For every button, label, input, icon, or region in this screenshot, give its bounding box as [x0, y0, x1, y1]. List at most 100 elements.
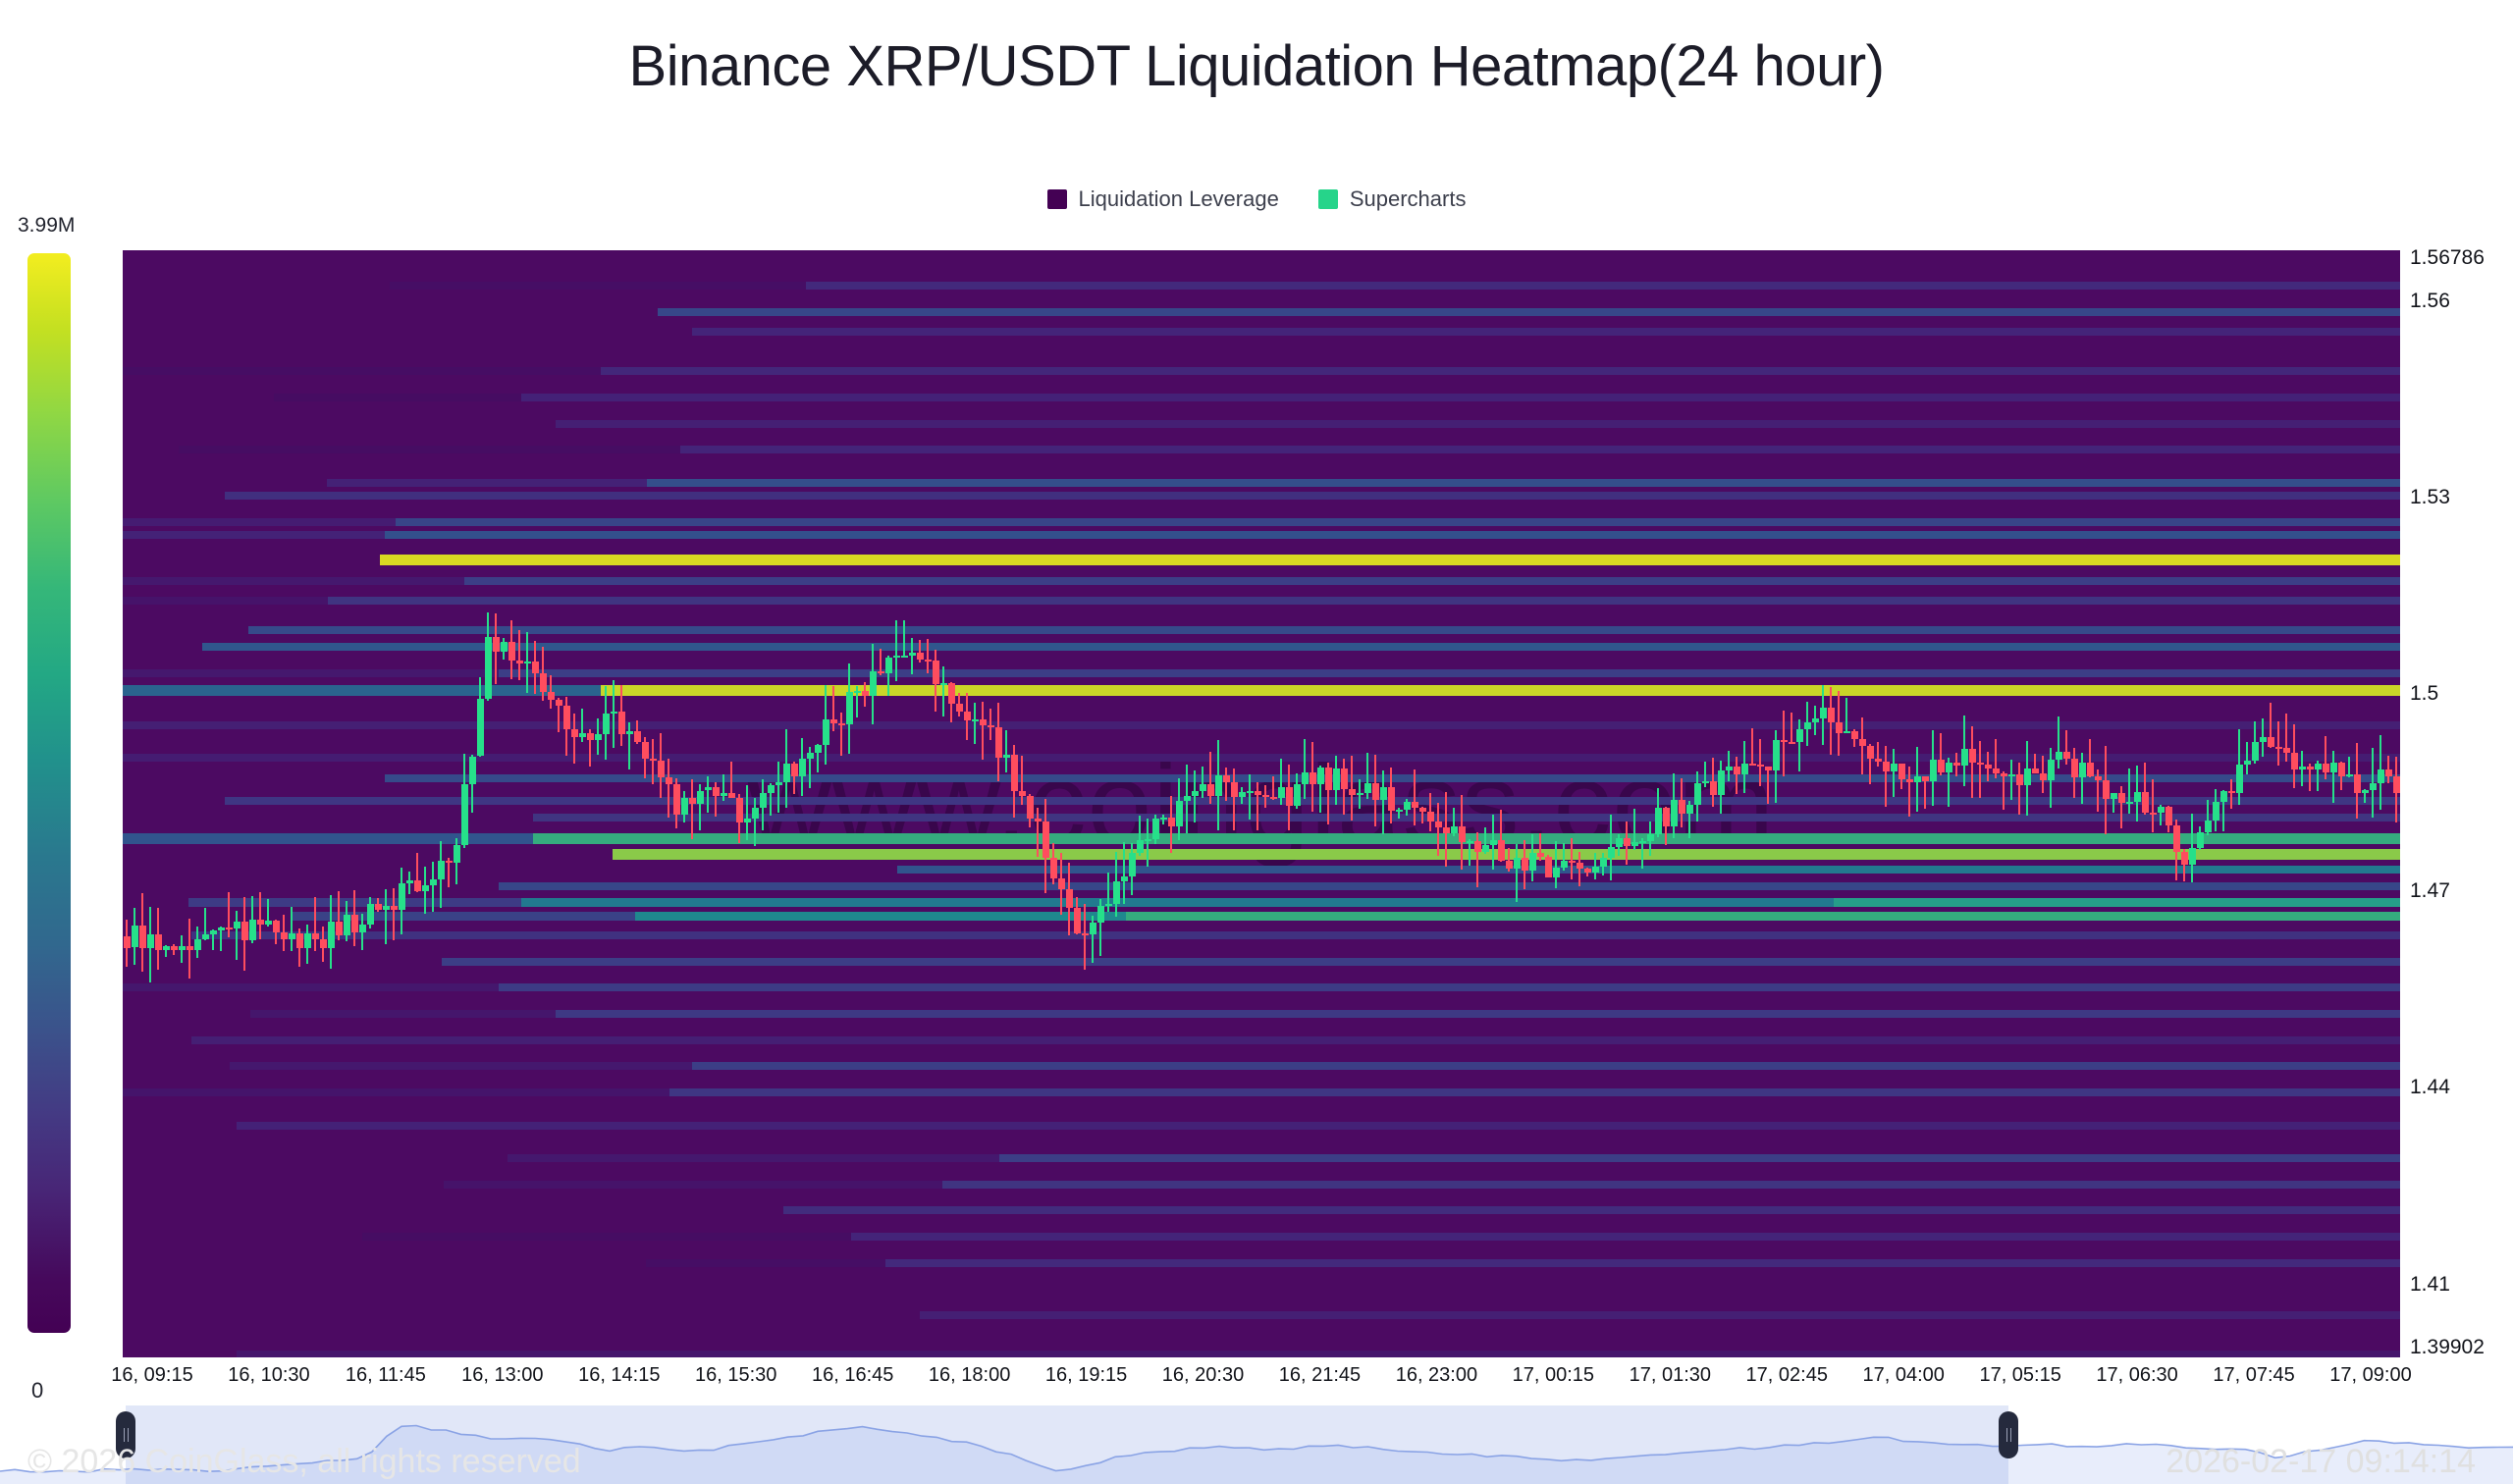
candle-body — [1780, 740, 1788, 743]
candle-wick — [1767, 767, 1769, 804]
candle-body — [170, 946, 178, 950]
time-axis-tick: 16, 13:00 — [461, 1364, 544, 1386]
minimap-selection-region[interactable] — [126, 1405, 2008, 1484]
candle-body — [578, 732, 586, 738]
candle-wick — [982, 702, 984, 761]
candle-wick — [927, 638, 929, 673]
candle-wick — [2387, 756, 2389, 783]
candle-body — [971, 718, 979, 721]
candle-wick — [2058, 716, 2059, 769]
minimap-handle-left[interactable] — [116, 1411, 135, 1458]
candle-body — [680, 797, 688, 816]
candle-wick — [1139, 816, 1141, 857]
candle-wick — [1202, 767, 1203, 798]
candle-body — [1136, 839, 1144, 853]
candle-wick — [1791, 712, 1792, 743]
candle-wick — [754, 797, 756, 846]
candle-body — [963, 711, 971, 720]
candle-body — [1481, 845, 1489, 853]
candle-body — [2369, 783, 2377, 791]
legend-item-liquidation-leverage[interactable]: Liquidation Leverage — [1046, 186, 1279, 212]
candle-body — [908, 653, 916, 656]
candle-body — [1497, 839, 1505, 862]
liquidation-band-segment — [123, 685, 602, 697]
time-axis-tick: 17, 01:30 — [1629, 1364, 1712, 1386]
candle-body — [1418, 807, 1426, 812]
candle-body — [2165, 806, 2172, 826]
candle-wick — [942, 665, 944, 716]
candle-wick — [338, 890, 340, 940]
candle-body — [1968, 749, 1976, 764]
candle-body — [248, 919, 256, 941]
candle-body — [1199, 784, 1206, 791]
liquidation-band — [441, 957, 2400, 966]
candle-wick — [2325, 735, 2326, 779]
candle-body — [398, 883, 405, 910]
candle-body — [1646, 833, 1654, 841]
candle-wick — [1437, 802, 1439, 856]
candle-body — [2023, 768, 2031, 785]
liquidation-band — [646, 478, 2400, 487]
candle-body — [727, 792, 735, 799]
candle-wick — [2160, 804, 2162, 826]
candle-wick — [573, 714, 575, 764]
candle-body — [1952, 762, 1960, 766]
candle-wick — [1005, 729, 1007, 772]
candle-body — [1631, 841, 1638, 846]
candle-body — [295, 933, 303, 948]
candle-body — [594, 734, 602, 740]
time-axis-tick: 17, 05:15 — [1979, 1364, 2061, 1386]
candle-body — [1018, 790, 1026, 796]
liquidation-band — [920, 1311, 2400, 1320]
candle-wick — [895, 619, 897, 681]
liquidation-band-segment — [123, 1088, 669, 1097]
candle-body — [1992, 768, 2000, 773]
legend-item-supercharts[interactable]: Supercharts — [1317, 186, 1466, 212]
heatmap-plot-area[interactable]: www.coinglass.com — [123, 250, 2400, 1357]
legend-swatch-liquidation-leverage — [1046, 189, 1067, 209]
candle-body — [2078, 763, 2086, 778]
candle-body — [1921, 775, 1929, 781]
colorbar-max-label: 3.99M — [18, 214, 76, 237]
candle-body — [798, 758, 806, 776]
candle-body — [1277, 786, 1285, 798]
candle-wick — [1877, 742, 1879, 768]
range-minimap[interactable] — [0, 1405, 2513, 1484]
candle-body — [2259, 736, 2267, 743]
candle-body — [303, 932, 311, 948]
candle-body — [617, 712, 625, 734]
time-axis-tick: 16, 09:15 — [111, 1364, 193, 1386]
candle-wick — [1508, 848, 1510, 873]
candle-wick — [1869, 743, 1871, 784]
candle-body — [288, 933, 295, 939]
candle-body — [1112, 881, 1120, 904]
candle-body — [1191, 790, 1199, 797]
candle-wick — [1500, 809, 1502, 863]
candle-body — [154, 933, 162, 951]
liquidation-band — [692, 1062, 2400, 1071]
candle-wick — [1555, 840, 1557, 889]
candle-wick — [1563, 843, 1565, 872]
candle-body — [1261, 794, 1269, 798]
candle-wick — [1948, 758, 1950, 807]
candle-body — [979, 718, 987, 725]
minimap-handle-right[interactable] — [1999, 1411, 2018, 1458]
candle-body — [2188, 848, 2196, 866]
candle-body — [1246, 790, 1254, 793]
candle-body — [1654, 808, 1662, 834]
candle-body — [2133, 792, 2141, 802]
candle-body — [924, 659, 932, 662]
liquidation-band — [464, 577, 2400, 586]
minimap-line — [0, 1424, 2513, 1473]
candle-body — [2141, 792, 2149, 813]
candle-body — [523, 662, 531, 664]
candle-body — [1528, 853, 1536, 872]
candle-body — [767, 785, 775, 794]
candle-wick — [2270, 702, 2272, 748]
candle-body — [1685, 805, 1693, 814]
candle-body — [1238, 792, 1246, 797]
liquidation-band — [885, 1258, 2400, 1267]
price-axis-tick: 1.47 — [2410, 878, 2450, 902]
candle-body — [1489, 839, 1497, 846]
